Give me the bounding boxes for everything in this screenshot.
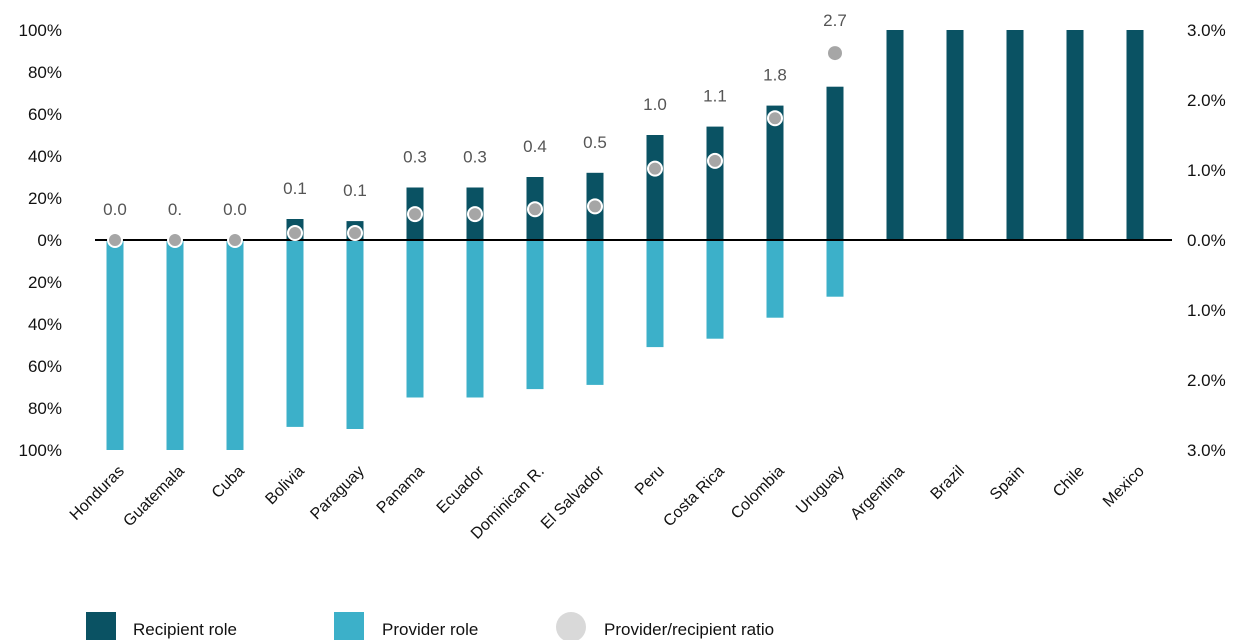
provider-bar: [466, 240, 484, 398]
left-tick-label: 100%: [19, 21, 62, 40]
left-tick-label: 20%: [28, 273, 62, 292]
provider-bar: [226, 240, 244, 450]
provider-bar: [766, 240, 784, 318]
ratio-labels: 0.0 0. 0.0 0.1 0.1 0.3 0.3 0.4 0.5 1.0 1.1 1.8 2.7: [103, 11, 847, 219]
right-tick-label: 1.0%: [1187, 161, 1226, 180]
recipient-bar: [766, 105, 784, 240]
provider-bar: [406, 240, 424, 398]
category-label: Chile: [1050, 463, 1088, 501]
left-tick-label: 80%: [28, 399, 62, 418]
ratio-data-label: 0.0: [103, 200, 127, 219]
left-axis: 100% 80% 60% 40% 20% 0% 20% 40% 60% 80% 100%: [19, 21, 62, 460]
ratio-point: [767, 110, 783, 127]
ratio-point: [347, 225, 363, 241]
recipient-bar: [886, 30, 904, 240]
provider-bar: [106, 240, 124, 450]
legend-swatch-ratio: [556, 612, 586, 640]
left-tick-label: 60%: [28, 357, 62, 376]
legend-label-recipient: Recipient role: [133, 620, 237, 639]
category-label: Panama: [374, 463, 428, 517]
ratio-point: [167, 232, 183, 248]
ratio-point: [707, 152, 723, 169]
provider-bar: [586, 240, 604, 385]
category-label: Argentina: [847, 463, 908, 524]
recipient-bar: [1006, 30, 1024, 240]
ratio-data-label: 0.: [168, 200, 182, 219]
category-label: Cuba: [209, 463, 248, 502]
recipient-bar: [1126, 30, 1144, 240]
recipient-bar: [946, 30, 964, 240]
legend-swatch-recipient: [86, 612, 116, 640]
left-tick-label: 80%: [28, 63, 62, 82]
recipient-bar: [646, 135, 664, 240]
bars: [106, 30, 1144, 450]
ratio-point: [467, 206, 483, 223]
ratio-data-label: 1.8: [763, 66, 787, 85]
ratio-data-label: 0.0: [223, 200, 247, 219]
provider-bar: [646, 240, 664, 348]
ratio-point: [828, 46, 842, 61]
ratio-data-label: 1.0: [643, 95, 667, 114]
category-label: Paraguay: [307, 463, 367, 523]
ratio-point: [407, 206, 423, 223]
right-tick-label: 1.0%: [1187, 301, 1226, 320]
ratio-data-label: 0.4: [523, 137, 547, 156]
provider-bar: [526, 240, 544, 390]
ratio-data-label: 1.1: [703, 87, 727, 106]
right-tick-label: 2.0%: [1187, 371, 1226, 390]
legend-label-ratio: Provider/recipient ratio: [604, 620, 774, 639]
category-label: Honduras: [67, 463, 128, 524]
ratio-points: [107, 46, 842, 248]
provider-bar: [826, 240, 844, 297]
recipient-bar: [1066, 30, 1084, 240]
ratio-data-label: 0.1: [343, 181, 367, 200]
provider-bar: [346, 240, 364, 429]
ratio-point: [647, 160, 663, 177]
right-tick-label: 2.0%: [1187, 91, 1226, 110]
category-label: Spain: [987, 463, 1028, 504]
category-label: Brazil: [928, 463, 968, 503]
legend: Recipient role Provider role Provider/reci…: [86, 612, 774, 640]
right-tick-label: 0.0%: [1187, 231, 1226, 250]
left-tick-label: 40%: [28, 147, 62, 166]
provider-bar: [706, 240, 724, 339]
ratio-data-label: 0.5: [583, 133, 607, 152]
category-label: Guatemala: [120, 463, 187, 530]
left-tick-label: 0%: [37, 231, 62, 250]
ratio-point: [287, 225, 303, 241]
right-tick-label: 3.0%: [1187, 441, 1226, 460]
left-tick-label: 60%: [28, 105, 62, 124]
ratio-point: [227, 232, 243, 248]
category-label: Bolivia: [262, 463, 307, 508]
provider-bar: [166, 240, 184, 450]
category-label: Uruguay: [793, 463, 848, 518]
category-label: Ecuador: [434, 462, 489, 517]
left-tick-label: 40%: [28, 315, 62, 334]
left-tick-label: 20%: [28, 189, 62, 208]
legend-label-provider: Provider role: [382, 620, 478, 639]
ratio-data-label: 2.7: [823, 11, 847, 30]
category-label: Colombia: [728, 463, 788, 523]
ratio-data-label: 0.3: [463, 148, 487, 167]
right-axis: 3.0% 2.0% 1.0% 0.0% 1.0% 2.0% 3.0%: [1187, 21, 1226, 460]
right-tick-label: 3.0%: [1187, 21, 1226, 40]
category-label: Costa Rica: [660, 463, 727, 530]
ratio-point: [107, 232, 123, 248]
legend-swatch-provider: [334, 612, 364, 640]
ratio-data-label: 0.1: [283, 179, 307, 198]
category-label: El Salvador: [538, 462, 608, 532]
ratio-point: [587, 198, 603, 215]
ratio-point: [527, 201, 543, 218]
provider-bar: [286, 240, 304, 427]
ratio-data-label: 0.3: [403, 148, 427, 167]
category-label: Peru: [632, 463, 668, 499]
left-tick-label: 100%: [19, 441, 62, 460]
recipient-bar: [826, 86, 844, 240]
category-label: Mexico: [1100, 463, 1148, 511]
recipient-bar: [706, 126, 724, 240]
